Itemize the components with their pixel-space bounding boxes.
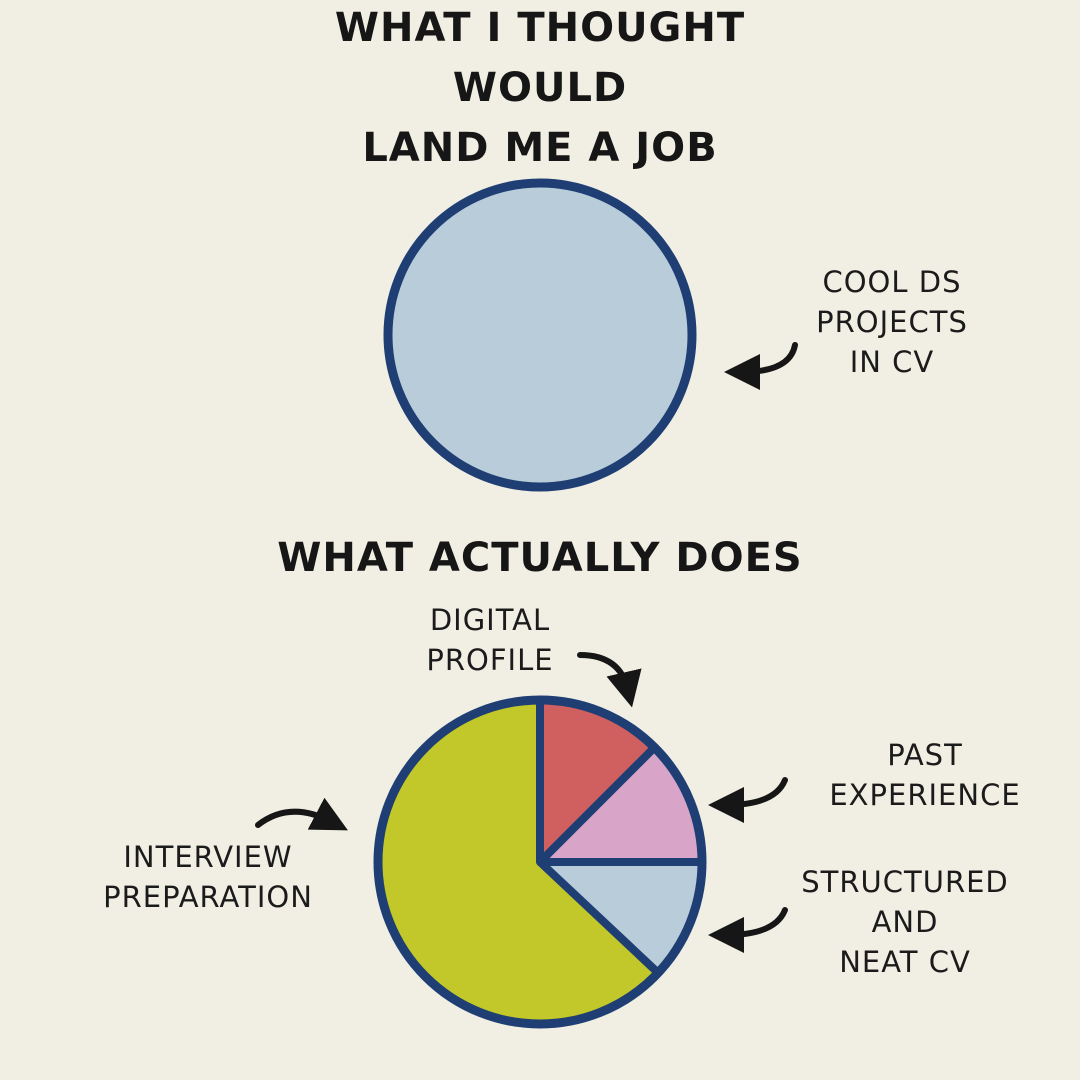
pie-outline xyxy=(373,695,707,1029)
arrow xyxy=(708,907,788,953)
slice-label: STRUCTURED AND NEAT CV xyxy=(801,865,1009,979)
arrow xyxy=(255,797,348,831)
slice-label: INTERVIEW PREPARATION xyxy=(103,840,313,914)
arrow xyxy=(708,777,788,823)
pie-outline xyxy=(383,178,697,492)
slice-label: DIGITAL PROFILE xyxy=(426,603,554,677)
arrow xyxy=(577,652,642,708)
arrows xyxy=(255,342,798,953)
slice-label: COOL DS PROJECTS IN CV xyxy=(816,265,968,379)
chart-title: WHAT I THOUGHT WOULD LAND ME A JOB xyxy=(334,5,746,171)
slice-label: PAST EXPERIENCE xyxy=(829,738,1021,812)
arrow xyxy=(724,342,798,390)
chart-title: WHAT ACTUALLY DOES xyxy=(277,535,803,581)
